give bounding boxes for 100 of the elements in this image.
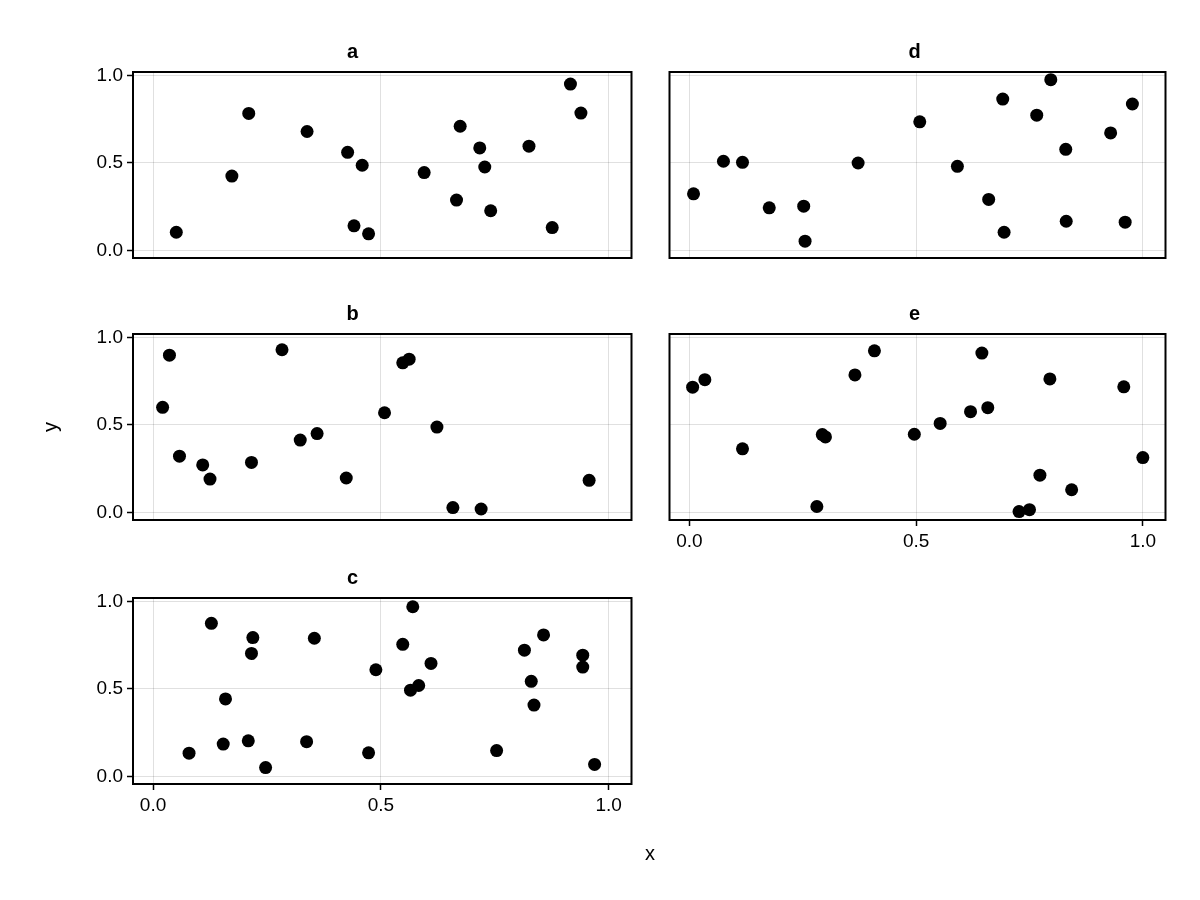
point [216, 737, 230, 751]
point [1022, 503, 1036, 517]
point [362, 746, 376, 760]
point [736, 442, 749, 456]
point [402, 352, 416, 366]
point [196, 458, 210, 472]
point [996, 92, 1010, 106]
point [1136, 451, 1150, 465]
x-tick-label: 0.0 [139, 793, 167, 815]
point [545, 221, 559, 235]
y-tick-label: 1.0 [96, 325, 123, 347]
point [474, 502, 488, 516]
y-tick-label: 0.5 [96, 151, 123, 173]
point [219, 692, 232, 706]
point [484, 204, 498, 218]
point [225, 169, 239, 183]
point [1030, 108, 1044, 122]
x-tick-label: 1.0 [595, 793, 622, 815]
point [997, 225, 1011, 239]
point [300, 124, 314, 138]
x-tick-label: 0.0 [676, 529, 703, 551]
y-tick-label: 1.0 [96, 63, 123, 85]
point [736, 155, 749, 169]
point [203, 472, 217, 486]
point [563, 77, 577, 91]
point [172, 449, 186, 463]
point [810, 500, 824, 514]
point [913, 115, 927, 129]
x-tick-label: 0.5 [902, 529, 930, 551]
point [797, 199, 811, 213]
point [964, 405, 978, 419]
x-tick-label: 1.0 [1129, 529, 1157, 551]
point [517, 643, 531, 657]
point [169, 225, 183, 239]
point [369, 663, 383, 677]
point [867, 344, 881, 358]
point [242, 106, 256, 120]
point [950, 159, 964, 173]
point [453, 119, 467, 133]
point [241, 734, 255, 748]
point [406, 600, 420, 614]
chart-title: e [908, 301, 921, 324]
y-tick-label: 0.5 [96, 677, 123, 699]
point [1118, 215, 1132, 229]
point [524, 674, 538, 688]
point [1044, 73, 1058, 87]
point [162, 348, 176, 362]
point [851, 156, 865, 170]
point [981, 401, 995, 415]
point [698, 373, 712, 387]
y-tick-label: 0.0 [96, 764, 123, 786]
point [1125, 97, 1139, 111]
chart-title: a [346, 39, 359, 62]
x-tick-label: 0.5 [367, 793, 395, 815]
chart-title: d [908, 39, 921, 62]
y-tick-label: 0.5 [96, 413, 123, 435]
point [275, 343, 289, 357]
point [473, 141, 487, 155]
y-tick-label: 1.0 [96, 589, 123, 611]
point [450, 193, 464, 207]
point [522, 139, 536, 153]
point [293, 433, 307, 447]
point [907, 427, 921, 441]
point [300, 735, 314, 749]
chart-title: c [346, 565, 359, 588]
point [362, 227, 376, 241]
point [347, 219, 361, 233]
y-axis-title: y [38, 422, 62, 432]
point [848, 368, 862, 382]
point [259, 761, 273, 775]
point [1104, 126, 1118, 140]
point [762, 201, 776, 215]
point [1117, 380, 1131, 394]
point [686, 380, 700, 394]
point [446, 501, 460, 515]
point [1059, 142, 1073, 156]
point [246, 631, 260, 645]
point [244, 455, 258, 469]
point [156, 400, 170, 414]
point [537, 628, 551, 642]
y-tick-label: 0.0 [96, 238, 123, 260]
point [478, 160, 492, 174]
point [716, 154, 730, 168]
point [576, 660, 590, 674]
point [975, 346, 989, 360]
point [982, 192, 996, 206]
point [430, 420, 444, 434]
point [1033, 468, 1047, 482]
point [204, 616, 218, 630]
point [396, 637, 410, 651]
point [412, 678, 426, 692]
point [341, 145, 355, 159]
point [310, 427, 324, 441]
point [582, 473, 596, 487]
point [417, 166, 431, 180]
point [574, 106, 588, 120]
point [1065, 483, 1079, 497]
y-tick-label: 0.0 [96, 500, 123, 522]
point [378, 406, 392, 420]
point [1059, 214, 1073, 228]
